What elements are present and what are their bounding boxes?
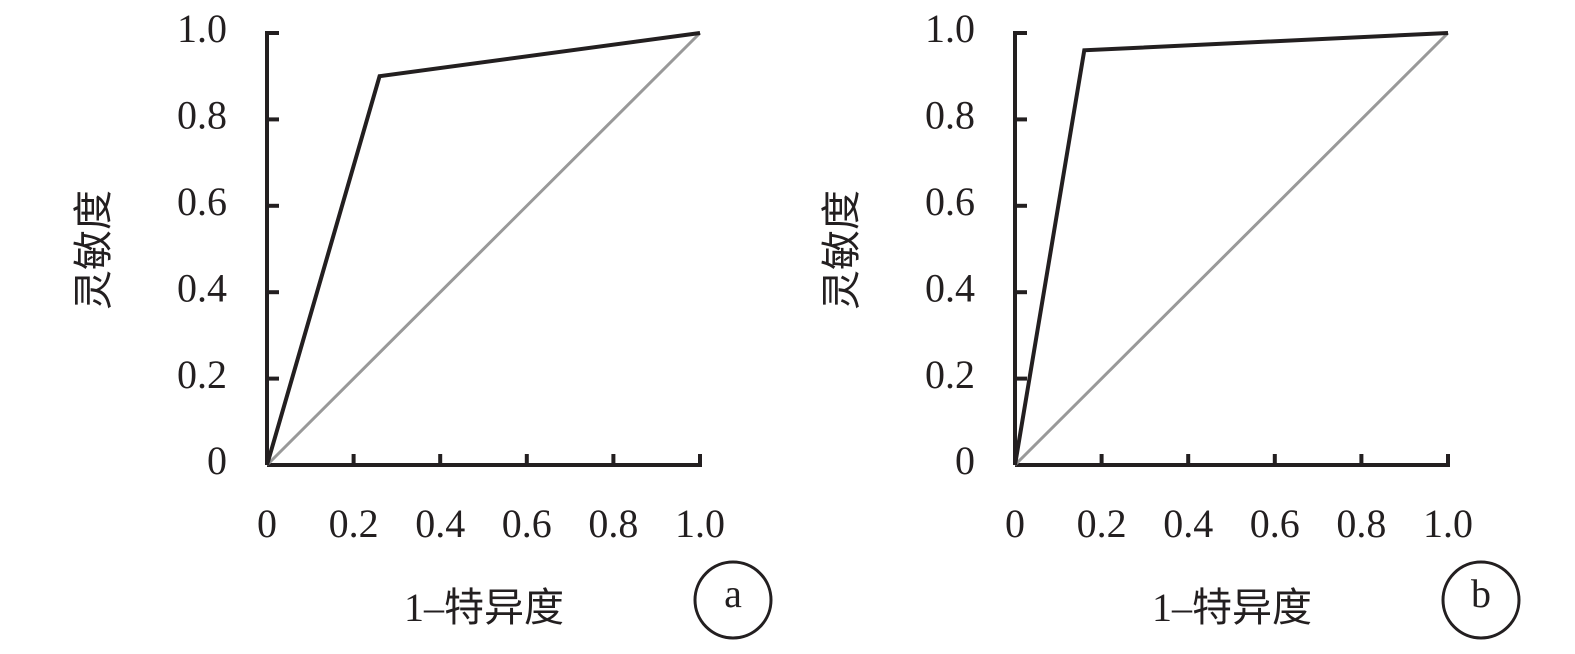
panel-label: a [724, 571, 742, 616]
panel-badge [1441, 560, 1521, 640]
x-tick-label: 0.2 [329, 501, 379, 546]
roc-line [265, 31, 702, 467]
chart-panel: 0 0.2 0.4 0.6 0.8 1.0 0 0.2 0.4 0.6 0.8 1.0 灵敏度 1–特异度… [819, 6, 1521, 640]
x-axis-label: 1–特异度 [404, 585, 564, 630]
y-tick-label: 0.4 [925, 265, 975, 310]
y-tick-label: 1.0 [925, 6, 975, 51]
y-tick-label: 0.6 [925, 179, 975, 224]
y-tick-label: 0.8 [177, 93, 227, 138]
y-tick-label: 0.8 [925, 93, 975, 138]
y-tick-label: 0.2 [925, 352, 975, 397]
y-tick-label: 0.2 [177, 352, 227, 397]
y-axis-label: 灵敏度 [71, 190, 116, 310]
x-tick-label: 0.8 [1336, 501, 1386, 546]
y-tick-label: 0.4 [177, 265, 227, 310]
roc-line [265, 31, 701, 466]
y-tick-label: 0 [207, 438, 227, 483]
x-axis-label: 1–特异度 [1152, 585, 1312, 630]
y-tick-label: 0.6 [177, 179, 227, 224]
y-tick-label: 0 [955, 438, 975, 483]
panel-badge [693, 560, 773, 640]
x-tick-label: 0 [257, 501, 277, 546]
y-axis-label: 灵敏度 [819, 190, 864, 310]
roc-line [1013, 31, 1449, 466]
x-tick-label: 0.4 [415, 501, 465, 546]
y-tick-label: 1.0 [177, 6, 227, 51]
x-tick-label: 0.8 [588, 501, 638, 546]
x-tick-label: 0.6 [502, 501, 552, 546]
x-tick-label: 0.2 [1077, 501, 1127, 546]
x-tick-label: 1.0 [675, 501, 725, 546]
x-tick-label: 0 [1005, 501, 1025, 546]
x-tick-label: 0.4 [1163, 501, 1213, 546]
roc-line [1013, 31, 1450, 467]
chart-panel: 0 0.2 0.4 0.6 0.8 1.0 0 0.2 0.4 0.6 0.8 1.0 灵敏度 1–特异度… [71, 6, 773, 640]
panel-label: b [1471, 571, 1491, 616]
x-tick-label: 1.0 [1423, 501, 1473, 546]
x-tick-label: 0.6 [1250, 501, 1300, 546]
